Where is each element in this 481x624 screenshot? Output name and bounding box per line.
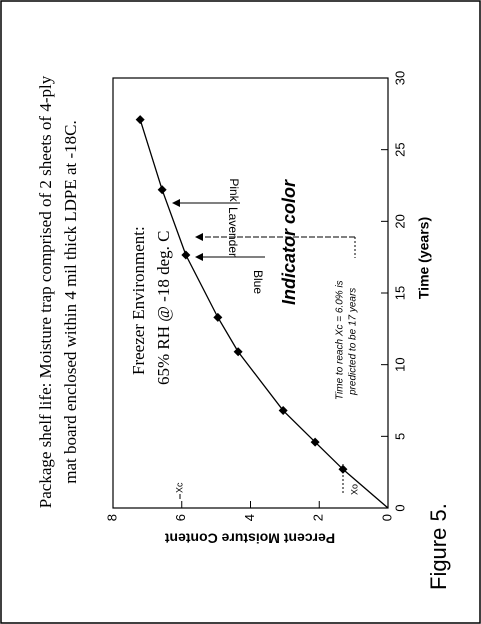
rotated-figure: Package shelf life: Moisture trap compri… (36, 71, 451, 590)
data-point (278, 406, 288, 416)
annotation: Time to reach Xc = 6.0% is (335, 280, 346, 400)
y-tick-label: 0 (379, 514, 394, 521)
subtitle: mat board enclosed within 4 mil thick LD… (61, 120, 80, 484)
data-point (338, 464, 348, 474)
x-tick-label: 5 (392, 433, 407, 440)
annotation: Lavender (226, 207, 240, 257)
data-point (157, 185, 167, 195)
annotation: Indicator color (279, 179, 299, 305)
x-tick-label: 30 (392, 71, 407, 85)
data-point (233, 347, 243, 357)
title: Package shelf life: Moisture trap compri… (36, 75, 55, 508)
annotation: Freezer Environment: (129, 226, 148, 375)
data-point (213, 312, 223, 322)
x-tick-label: 15 (392, 286, 407, 300)
y-axis-title: Percent Moisture Content (164, 530, 335, 546)
annotation: predicted to be 17 years (348, 288, 359, 396)
y-tick-label: 4 (242, 514, 257, 521)
arrowhead (195, 253, 203, 261)
y-tick-label: 8 (104, 514, 119, 521)
annotation: Pink (227, 178, 241, 202)
annotation: 65% RH @ -18 deg. C (154, 231, 173, 385)
annotation: Xo (349, 484, 359, 495)
x-axis-title: Time (years) (416, 217, 432, 299)
figure-label: Figure 5. (426, 503, 451, 590)
x-tick-label: 25 (392, 142, 407, 156)
data-point (181, 250, 191, 260)
annotation: Xc (174, 482, 184, 493)
x-tick-label: 0 (392, 504, 407, 511)
arrowhead (172, 199, 180, 207)
annotation: Blue (251, 270, 265, 294)
y-tick-label: 6 (173, 514, 188, 521)
data-point (135, 115, 145, 125)
x-tick-label: 20 (392, 214, 407, 228)
x-tick-label: 10 (392, 357, 407, 371)
arrowhead (195, 233, 203, 241)
data-point (310, 437, 320, 447)
y-tick-label: 2 (311, 514, 326, 521)
